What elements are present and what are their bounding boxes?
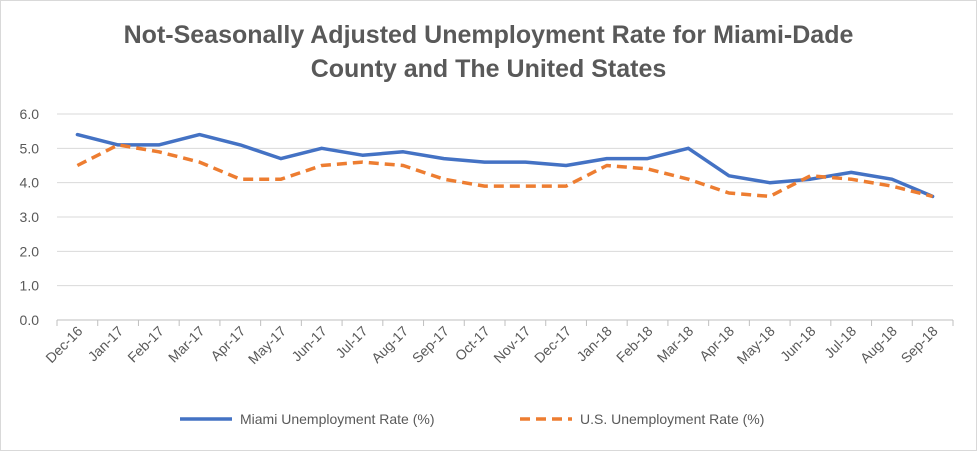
x-tick-label: Aug-18 xyxy=(857,323,900,366)
y-tick-label: 0.0 xyxy=(20,312,40,328)
x-tick-label: Apr-18 xyxy=(696,323,737,364)
y-tick-label: 3.0 xyxy=(20,209,40,225)
y-axis-ticks: 0.0 1.0 2.0 3.0 4.0 5.0 6.0 xyxy=(20,106,40,328)
x-tick-label: Mar-17 xyxy=(165,323,208,366)
x-tick-label: Sep-18 xyxy=(898,323,941,366)
series-line-us xyxy=(76,143,934,199)
x-tick-label: Jun-17 xyxy=(288,323,330,365)
legend-label: U.S. Unemployment Rate (%) xyxy=(580,411,764,427)
x-tick-label: Sep-17 xyxy=(409,323,452,366)
legend-label: Miami Unemployment Rate (%) xyxy=(240,411,435,427)
series-line-miami xyxy=(75,132,935,199)
y-tick-label: 1.0 xyxy=(20,278,40,294)
x-tick-label: Jul-18 xyxy=(821,323,859,361)
x-tick-label: Apr-17 xyxy=(207,323,248,364)
chart-title: Not-Seasonally Adjusted Unemployment Rat… xyxy=(0,18,977,86)
x-tick-label: Jan-18 xyxy=(573,323,615,365)
x-tick-label: May-18 xyxy=(734,323,778,367)
x-tick-label: Feb-17 xyxy=(124,323,167,366)
x-tick-label: May-17 xyxy=(245,323,289,367)
gridlines xyxy=(57,113,953,287)
series-lines xyxy=(75,132,935,199)
x-tick-label: Nov-17 xyxy=(490,323,533,366)
x-tick-label: Oct-17 xyxy=(452,323,493,364)
x-tick-label: Aug-17 xyxy=(368,323,411,366)
x-tick-label: Jan-17 xyxy=(85,323,127,365)
y-tick-label: 2.0 xyxy=(20,243,40,259)
x-tick-label: Dec-17 xyxy=(531,323,574,366)
y-tick-label: 4.0 xyxy=(20,175,40,191)
legend: Miami Unemployment Rate (%) U.S. Unemploy… xyxy=(180,411,764,427)
chart-title-line-2: County and The United States xyxy=(310,55,667,83)
y-tick-label: 6.0 xyxy=(20,106,40,122)
x-tick-label: Jun-18 xyxy=(777,323,819,365)
y-tick-label: 5.0 xyxy=(20,140,40,156)
chart-title-line-1: Not-Seasonally Adjusted Unemployment Rat… xyxy=(123,21,854,49)
x-tick-label: Mar-18 xyxy=(654,323,697,366)
x-tick-label: Feb-18 xyxy=(613,323,656,366)
x-tick-label: Jul-17 xyxy=(332,323,370,361)
x-tick-label: Dec-16 xyxy=(42,323,85,366)
